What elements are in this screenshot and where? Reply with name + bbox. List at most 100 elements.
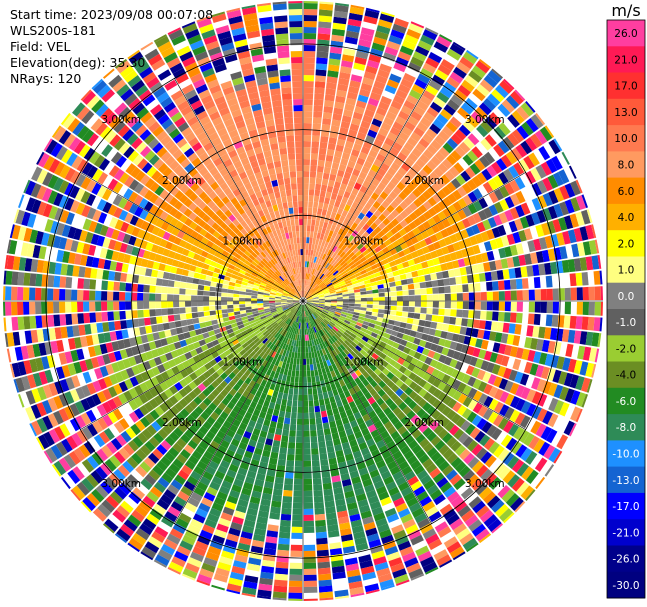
ppi-ray	[257, 305, 303, 600]
ppi-ray	[3, 301, 299, 332]
azimuth-spoke	[302, 300, 432, 524]
ppi-ray	[3, 270, 299, 301]
start-time-label: Start time: 2023/09/08 00:07:08	[10, 7, 214, 22]
ppi-rays	[3, 1, 603, 601]
ppi-ray	[272, 305, 303, 601]
ppi-ray	[60, 303, 300, 490]
ppi-ray	[304, 304, 395, 591]
ppi-ray	[211, 304, 302, 591]
azimuth-spokes	[3, 1, 603, 601]
ppi-ray	[51, 303, 300, 477]
azimuth-spoke	[302, 172, 526, 302]
ring-label: 3.00km	[101, 478, 141, 490]
ppi-ray	[304, 304, 439, 575]
ppi-ray	[307, 301, 602, 347]
ppi-ray	[306, 224, 597, 301]
ppi-ray	[181, 304, 302, 581]
ring-label: 2.00km	[404, 175, 444, 187]
ppi-ray	[305, 304, 492, 544]
ppi-ray	[306, 138, 563, 299]
ppi-ray	[303, 4, 365, 298]
ppi-ray	[127, 49, 301, 298]
instrument-label: WLS200s-181	[10, 23, 96, 38]
ppi-ray	[304, 304, 453, 568]
ppi-ray	[305, 78, 515, 299]
ring-labels: 1.00km 2.00km 3.00km 1.00km 2.00km 3.00km 1.00…	[101, 114, 504, 490]
ppi-ray	[307, 270, 603, 301]
ppi-ray	[43, 303, 300, 464]
ppi-ray	[80, 89, 301, 299]
ppi-ray	[306, 209, 593, 300]
ppi-ray	[303, 304, 380, 595]
ppi-ray	[304, 21, 425, 298]
ppi-ray	[305, 41, 466, 298]
ppi-ray	[9, 224, 300, 301]
ppi-ray	[114, 304, 301, 544]
ppi-ray	[307, 286, 603, 301]
ppi-ray	[226, 7, 303, 298]
ppi-ray	[305, 304, 503, 534]
ppi-ray	[306, 302, 577, 437]
ppi-ray	[306, 179, 583, 300]
azimuth-spoke	[80, 172, 304, 302]
ppi-ray	[60, 112, 300, 299]
ppi-ray	[92, 303, 301, 522]
ring-label: 1.00km	[344, 235, 384, 247]
ppi-ray	[305, 49, 479, 298]
ppi-ray	[3, 301, 299, 316]
ring-label: 1.00km	[223, 357, 263, 369]
azimuth-spoke	[80, 300, 304, 430]
ppi-ray	[306, 112, 546, 299]
ppi-ray	[51, 125, 300, 299]
ppi-ray	[114, 58, 301, 298]
ppi-ray	[140, 41, 301, 298]
ppi-ray	[196, 304, 302, 586]
ppi-ray	[303, 305, 318, 601]
ppi-ray	[304, 34, 453, 298]
ppi-ray	[306, 151, 570, 300]
azimuth-spoke	[302, 78, 432, 302]
ppi-ray	[153, 34, 302, 298]
ppi-ray	[307, 255, 602, 301]
ppi-ray	[3, 286, 299, 301]
nrays-label: NRays: 120	[10, 71, 82, 86]
ppi-ray	[153, 304, 302, 568]
ppi-ray	[306, 301, 597, 378]
ppi-ray	[306, 165, 577, 300]
ppi-ray	[43, 138, 300, 299]
ppi-ray	[306, 125, 555, 299]
ppi-ray	[306, 303, 546, 490]
ppi-ray	[305, 304, 466, 561]
ring-label: 3.00km	[465, 478, 505, 490]
ppi-ray	[306, 303, 555, 477]
ppi-ray	[306, 302, 593, 393]
ppi-ray	[181, 21, 302, 298]
ppi-ray	[70, 303, 300, 501]
ppi-ray	[31, 166, 300, 300]
ppi-ray	[23, 179, 300, 300]
ppi-ray	[303, 1, 318, 297]
ppi-ray	[272, 1, 303, 297]
ppi-ray	[36, 302, 300, 451]
ppi-ray	[305, 303, 515, 524]
ppi-ray	[211, 11, 302, 298]
ring-label: 3.00km	[101, 114, 141, 126]
ppi-ray	[303, 304, 365, 598]
ring-label: 2.00km	[162, 175, 202, 187]
ppi-ray	[13, 209, 300, 300]
azimuth-spoke	[174, 300, 304, 524]
ppi-ray	[304, 304, 410, 586]
field-label: Field: VEL	[10, 39, 71, 54]
ppi-ray	[91, 78, 301, 299]
ppi-ray	[9, 301, 300, 378]
ppi-ray	[167, 304, 302, 575]
ppi-ray	[103, 68, 301, 298]
ppi-ray	[307, 301, 603, 316]
ppi-ray	[306, 302, 583, 423]
ring-label: 3.00km	[465, 114, 505, 126]
ppi-ray	[288, 305, 303, 601]
ppi-ray	[241, 304, 303, 598]
ppi-ray	[306, 194, 588, 300]
azimuth-spoke	[174, 78, 304, 302]
ppi-ray	[305, 303, 526, 513]
